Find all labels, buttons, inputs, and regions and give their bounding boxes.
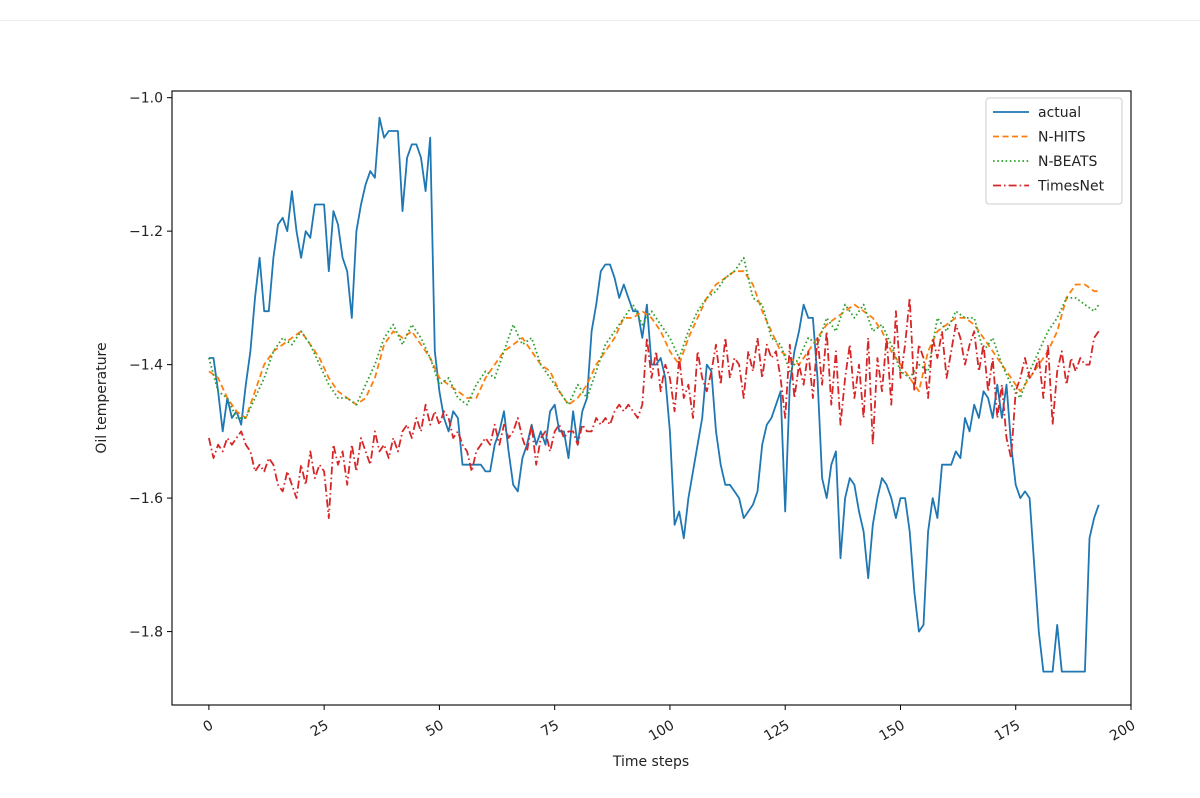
series-line-timesnet <box>208 297 1100 519</box>
legend-label: N-BEATS <box>1038 154 1098 170</box>
x-tick-label: 200 <box>1107 717 1138 744</box>
x-tick-label: 25 <box>308 717 331 740</box>
x-axis-title: Time steps <box>612 754 689 770</box>
x-tick-label: 75 <box>539 717 562 740</box>
x-tick-label: 0 <box>200 717 216 735</box>
y-tick-label: −1.0 <box>129 91 163 107</box>
y-tick-label: −1.4 <box>129 358 163 374</box>
plot-frame <box>171 90 1132 706</box>
legend-label: N-HITS <box>1038 130 1086 146</box>
x-axis: 0 25 50 75 100 125 150 175 200 <box>200 705 1138 745</box>
series-line-n-hits <box>208 270 1099 419</box>
legend: actual N-HITS N-BEATS TimesNet <box>985 97 1123 205</box>
legend-label: actual <box>1038 105 1081 121</box>
series-line-actual <box>208 116 1100 673</box>
legend-frame <box>985 97 1123 205</box>
y-axis-title: Oil temperature <box>94 342 110 453</box>
y-tick-label: −1.6 <box>129 491 163 507</box>
x-tick-label: 50 <box>423 717 446 740</box>
x-tick-label: 175 <box>992 717 1023 744</box>
y-axis: −1.0 −1.2 −1.4 −1.6 −1.8 <box>129 91 172 641</box>
y-tick-label: −1.2 <box>129 224 163 240</box>
x-tick-label: 150 <box>877 717 908 744</box>
x-tick-label: 125 <box>761 717 792 744</box>
legend-label: TimesNet <box>1037 179 1105 195</box>
series-layer <box>208 116 1100 673</box>
series-line-n-beats <box>208 256 1100 419</box>
top-divider <box>0 20 1200 21</box>
x-tick-label: 100 <box>646 717 677 744</box>
y-tick-label: −1.8 <box>129 625 163 641</box>
